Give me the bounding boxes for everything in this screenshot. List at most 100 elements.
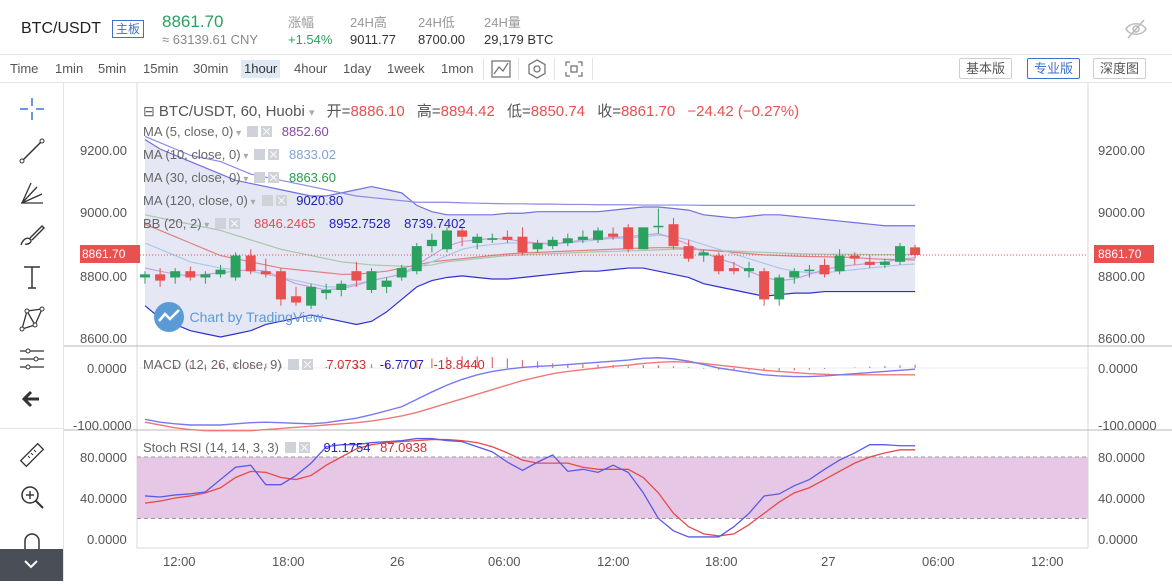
indicator-label: BB (20, 2) <box>143 216 202 231</box>
indicator-ma10[interactable]: MA (10, close, 0) ▾ 8833.02 <box>143 147 336 162</box>
chart-canvas[interactable] <box>64 83 1172 581</box>
candle-body <box>426 239 437 247</box>
close-icon[interactable] <box>268 149 280 160</box>
interval-1week[interactable]: 1week <box>387 61 425 76</box>
price-tick-right: 9200.00 <box>1098 143 1145 158</box>
time-tick: 18:00 <box>705 554 738 569</box>
text-icon[interactable] <box>17 263 47 291</box>
watermark-text: Chart by TradingView <box>189 309 324 325</box>
pattern-icon[interactable] <box>17 305 47 333</box>
interval-4hour[interactable]: 4hour <box>294 61 328 76</box>
indicator-ma30[interactable]: MA (30, close, 0) ▾ 8863.60 <box>143 170 336 185</box>
stoch-tick-left: 80.0000 <box>80 450 127 465</box>
candle-body <box>487 238 498 240</box>
interval-1day[interactable]: 1day <box>343 61 372 76</box>
crosshair-icon[interactable] <box>17 95 47 123</box>
brush-icon[interactable] <box>17 221 47 249</box>
fullscreen-icon[interactable] <box>563 59 585 79</box>
collapse-toolbar-button[interactable] <box>0 549 63 581</box>
chart-icon: ⊟ <box>143 103 155 119</box>
interval-1min[interactable]: 1min <box>55 61 84 76</box>
settings-icon[interactable] <box>284 442 296 453</box>
measure-icon[interactable] <box>17 345 47 373</box>
close-icon[interactable] <box>261 126 273 137</box>
stoch-band-fill <box>137 457 1088 519</box>
zoom-in-icon[interactable] <box>17 483 47 511</box>
chart-area[interactable]: ⊟ BTC/USDT, 60, Huobi ▾ 开=8886.10 高=8894… <box>64 83 1172 581</box>
close-icon[interactable] <box>298 442 310 453</box>
indicator-ma5[interactable]: MA (5, close, 0) ▾ 8852.60 <box>143 124 329 139</box>
settings-icon[interactable] <box>254 172 266 183</box>
indicators-icon[interactable] <box>526 59 548 79</box>
close-label: 收= <box>597 103 621 120</box>
indicator-label: MA (30, close, 0) <box>143 170 241 185</box>
macd-line <box>144 357 916 426</box>
ma5-line <box>144 232 916 291</box>
time-tick: 18:00 <box>272 554 305 569</box>
candle-body <box>834 255 845 272</box>
interval-5min[interactable]: 5min <box>98 61 127 76</box>
price-tick-left: 9200.00 <box>80 143 127 158</box>
bb-upper-line <box>144 139 916 227</box>
time-tick: 26 <box>390 554 405 569</box>
basic-view-button[interactable]: 基本版 <box>959 58 1013 79</box>
indicator-bb[interactable]: BB (20, 2) ▾ 8846.2465 8952.7528 8739.74… <box>143 216 466 231</box>
indicator-label: MA (5, close, 0) <box>143 124 234 139</box>
interval-1mon[interactable]: 1mon <box>441 61 474 76</box>
settings-icon[interactable] <box>215 218 227 229</box>
close-icon[interactable] <box>268 172 280 183</box>
interval-time[interactable]: Time <box>10 61 39 76</box>
fib-icon[interactable] <box>17 179 47 207</box>
indicator-ma120[interactable]: MA (120, close, 0) ▾ 9020.80 <box>143 193 344 208</box>
candle-body <box>744 268 754 272</box>
indicator-macd[interactable]: MACD (12, 26, close, 9) 7.0733 -6.7707 -… <box>143 357 485 372</box>
toolbar-divider <box>0 428 63 429</box>
candle-body <box>381 280 392 287</box>
open-label: 开= <box>326 103 351 120</box>
stoch-tick-right: 0.0000 <box>1098 532 1138 547</box>
settings-icon[interactable] <box>254 149 266 160</box>
pair-name[interactable]: BTC/USDT <box>21 20 101 37</box>
candle-body <box>275 271 286 300</box>
open-value: 8886.10 <box>350 103 405 120</box>
chart-type-icon[interactable] <box>490 59 512 79</box>
candle-body <box>547 239 558 247</box>
candle-body <box>215 269 226 275</box>
chevron-down-icon <box>24 560 38 569</box>
hide-eye-icon[interactable] <box>1124 18 1148 40</box>
indicator-value: 8863.60 <box>288 170 336 185</box>
interval-1hour[interactable]: 1hour <box>241 60 281 78</box>
pro-view-button[interactable]: 专业版 <box>1027 58 1081 79</box>
trendline-icon[interactable] <box>17 137 47 165</box>
close-icon[interactable] <box>229 218 241 229</box>
ruler-icon[interactable] <box>17 441 47 469</box>
indicator-stoch-rsi[interactable]: Stoch RSI (14, 14, 3, 3) 91.1754 87.0938 <box>143 440 427 455</box>
interval-15min[interactable]: 15min <box>143 61 179 76</box>
title-chevron-icon[interactable]: ▾ <box>308 107 315 119</box>
volume-value: 29,179 BTC <box>484 32 554 47</box>
indicator-value: 9020.80 <box>296 193 344 208</box>
candle-body <box>140 274 150 278</box>
settings-icon[interactable] <box>261 195 273 206</box>
back-arrow-icon[interactable] <box>17 385 47 413</box>
settings-icon[interactable] <box>287 359 299 370</box>
close-icon[interactable] <box>275 195 287 206</box>
ma30-line <box>144 214 916 268</box>
low-value: 8850.74 <box>530 103 586 120</box>
tradingview-watermark[interactable]: Chart by TradingView <box>153 301 323 333</box>
candle-body <box>804 269 815 272</box>
low-label: 低= <box>507 103 531 120</box>
close-icon[interactable] <box>301 359 313 370</box>
settings-icon[interactable] <box>247 126 259 137</box>
candle-body <box>668 224 679 247</box>
change-value: −24.42 (−0.27%) <box>687 103 800 120</box>
board-badge: 主板 <box>112 20 145 38</box>
ticker-header: BTC/USDT 主板 8861.70 ≈ 63139.61 CNY 涨幅 +1… <box>0 0 1172 55</box>
candle-body <box>245 255 256 272</box>
magnet-icon[interactable] <box>17 531 47 553</box>
toolbar-divider <box>483 58 484 80</box>
depth-view-button[interactable]: 深度图 <box>1093 58 1147 79</box>
interval-30min[interactable]: 30min <box>193 61 229 76</box>
high-label: 高= <box>416 103 441 120</box>
stoch-tick-right: 40.0000 <box>1098 491 1145 506</box>
